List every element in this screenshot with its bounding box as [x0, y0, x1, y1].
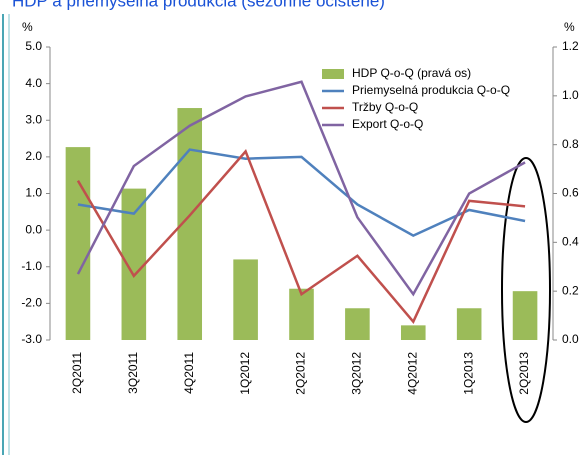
- highlight-ellipse: [501, 157, 551, 423]
- bar: [512, 291, 538, 340]
- x-tick-label: 2Q2011: [70, 352, 84, 394]
- y2-tick-label: 0.0: [562, 332, 579, 346]
- line: [76, 149, 526, 324]
- bar: [65, 147, 91, 340]
- y-tick-label: -3.0: [21, 332, 42, 346]
- x-tick-label: 4Q2011: [182, 352, 196, 394]
- y2-tick-label: 0.8: [562, 137, 579, 151]
- x-tick-label: 2Q2013: [517, 352, 531, 395]
- line: [76, 80, 526, 297]
- chart-title: HDP a priemyselná produkcia (sezónne oči…: [12, 0, 385, 10]
- y2-unit: %: [564, 20, 575, 34]
- x-tick-label: 2Q2012: [294, 352, 308, 395]
- x-tick-label: 1Q2013: [461, 352, 475, 395]
- y-tick-label: 3.0: [25, 112, 42, 126]
- legend: HDP Q-o-Q (pravá os) Priemyselná produkci…: [322, 66, 510, 131]
- y-tick-label: 0.0: [25, 222, 42, 236]
- legend-swatch: [322, 69, 344, 79]
- y-tick-label: 4.0: [25, 76, 42, 90]
- y-unit: %: [22, 20, 33, 34]
- legend-label: HDP Q-o-Q (pravá os): [352, 66, 471, 80]
- bar: [456, 308, 482, 340]
- y2-tick-label: 0.6: [562, 186, 579, 200]
- x-tick-label: 1Q2012: [238, 352, 252, 395]
- line: [77, 148, 526, 238]
- y-tick-label: 1.0: [25, 186, 42, 200]
- x-tick-label: 3Q2012: [350, 352, 364, 395]
- bar: [345, 308, 370, 340]
- y-tick-label: -2.0: [21, 296, 42, 310]
- y2-tick-label: 1.0: [562, 88, 579, 102]
- y2-tick-label: 0.4: [562, 235, 579, 249]
- y-tick-label: -1.0: [21, 259, 42, 273]
- y2-tick-label: 1.2: [562, 39, 579, 53]
- legend-label: Priemyselná produkcia Q-o-Q: [352, 83, 510, 97]
- y-tick-label: 2.0: [25, 149, 42, 163]
- y-tick-label: 5.0: [25, 39, 42, 53]
- legend-label: Tržby Q-o-Q: [352, 100, 418, 114]
- legend-label: Export Q-o-Q: [352, 117, 423, 131]
- x-tick-label: 3Q2011: [126, 352, 140, 394]
- bar: [289, 288, 314, 340]
- bar: [233, 259, 258, 340]
- y2-tick-label: 0.2: [562, 283, 579, 297]
- x-tick-label: 4Q2012: [405, 352, 419, 395]
- bar: [400, 325, 426, 340]
